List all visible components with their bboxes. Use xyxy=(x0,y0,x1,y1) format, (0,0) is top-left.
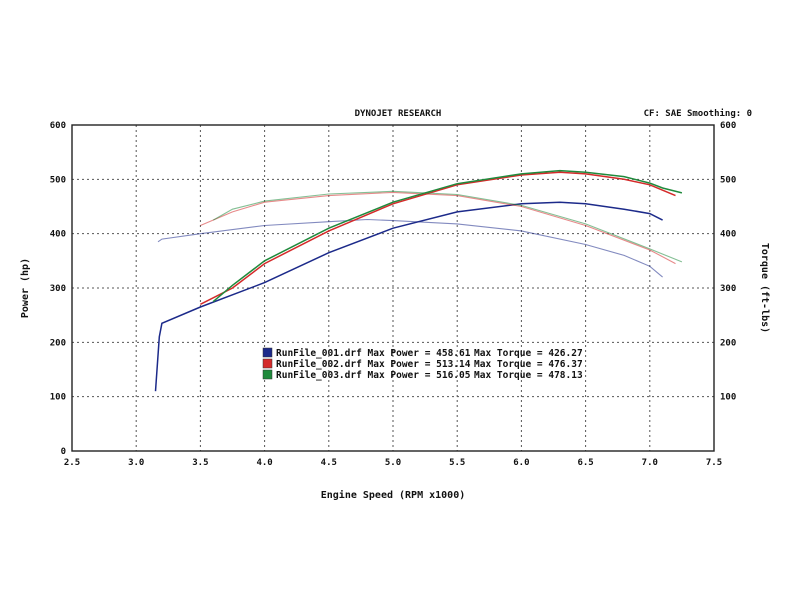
legend-entry-name: RunFile_001.drf Max Power = 458.61 xyxy=(276,348,471,359)
torque-line-runfile-001-drf xyxy=(157,218,663,278)
x-tick-label: 6.0 xyxy=(513,458,529,468)
y-tick-label-right: 300 xyxy=(720,284,736,294)
y-tick-label-left: 400 xyxy=(50,230,66,240)
x-tick-label: 5.0 xyxy=(385,458,401,468)
legend-entry-name: RunFile_002.drf Max Power = 513.14 xyxy=(276,359,471,370)
x-tick-label: 7.0 xyxy=(642,458,658,468)
x-tick-label: 3.5 xyxy=(192,458,208,468)
legend-entry-name: RunFile_003.drf Max Power = 516.05 xyxy=(276,370,471,381)
y-tick-label-left: 200 xyxy=(50,338,66,348)
legend-swatch xyxy=(262,369,273,380)
torque-line-runfile-002-drf xyxy=(200,191,676,265)
legend-entry-torque: Max Torque = 478.13 xyxy=(474,370,583,381)
y-tick-label-left: 0 xyxy=(61,447,66,457)
y-tick-label-right: 500 xyxy=(720,175,736,185)
y-tick-label-right: 600 xyxy=(720,121,736,131)
axis-ticks: 2.5 3.0 3.5 4.0 4.5 5.0 5.5 6.0 6.5 7.0 7.5 0 100 200… xyxy=(50,121,737,468)
y-axis-label-left: Power (hp) xyxy=(20,258,31,318)
legend-entry-torque: Max Torque = 476.37 xyxy=(474,359,583,370)
y-tick-label-left: 300 xyxy=(50,284,66,294)
chart-title: DYNOJET RESEARCH xyxy=(355,109,442,119)
x-tick-label: 4.5 xyxy=(321,458,337,468)
x-tick-label: 5.5 xyxy=(449,458,465,468)
legend-swatch xyxy=(262,358,273,369)
series-layer xyxy=(154,169,683,392)
x-tick-label: 4.0 xyxy=(256,458,272,468)
x-tick-label: 7.5 xyxy=(706,458,722,468)
y-tick-label-right: 400 xyxy=(720,230,736,240)
y-tick-label-left: 100 xyxy=(50,393,66,403)
grid xyxy=(72,125,714,451)
power-line-runfile-003-drf xyxy=(212,169,683,303)
legend: RunFile_001.drf Max Power = 458.61 Max To… xyxy=(262,347,583,381)
x-axis-label: Engine Speed (RPM x1000) xyxy=(321,489,466,501)
y-tick-label-right: 100 xyxy=(720,393,736,403)
y-tick-label-right: 200 xyxy=(720,338,736,348)
y-axis-label-right: Torque (ft-lbs) xyxy=(759,243,770,333)
plot-area-frame xyxy=(71,124,715,452)
power-line-runfile-001-drf xyxy=(154,201,663,392)
x-tick-label: 2.5 xyxy=(64,458,80,468)
x-tick-label: 6.5 xyxy=(577,458,593,468)
x-tick-label: 3.0 xyxy=(128,458,144,468)
y-tick-label-left: 600 xyxy=(50,121,66,131)
legend-swatch xyxy=(262,347,273,358)
chart-settings: CF: SAE Smoothing: 0 xyxy=(644,108,752,119)
y-tick-label-left: 500 xyxy=(50,175,66,185)
power-line-runfile-002-drf xyxy=(200,171,676,305)
legend-entry-torque: Max Torque = 426.27 xyxy=(474,348,583,359)
